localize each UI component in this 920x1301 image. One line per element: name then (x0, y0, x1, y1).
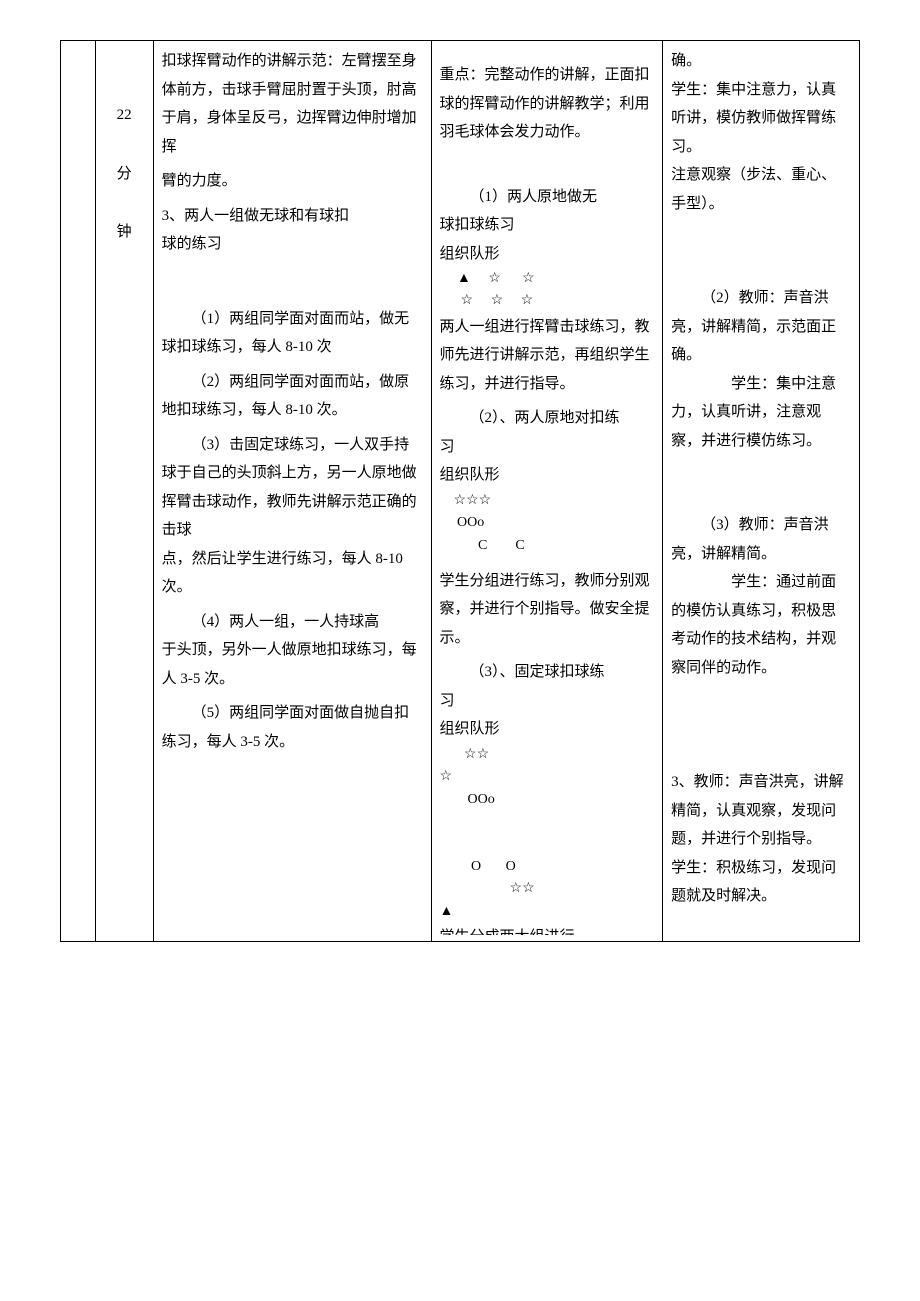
d-p4cut: 学生分成两大组进行 (440, 923, 655, 935)
c-p1b: 臂的力度。 (162, 167, 423, 196)
d-h2: （2）、两人原地对扣练 (440, 404, 655, 433)
e-p1: 学生：集中注意力，认真听讲，模仿教师做挥臂练习。 (671, 76, 851, 162)
d-h1: （1）两人原地做无 (440, 183, 655, 212)
e-p4: 3、教师：声音洪亮，讲解精简，认真观察，发现问题，并进行个别指导。 (671, 768, 851, 854)
d-org1: 组织队形 (440, 240, 655, 269)
d-h1b: 球扣球练习 (440, 211, 655, 240)
time-zhong: 钟 (104, 218, 145, 247)
e-p3b: 学生：通过前面的模仿认真练习，积极思考动作的技术结构，并观察同伴的动作。 (671, 568, 851, 682)
c-s1: （1）两组同学面对面而站，做无球扣球练习，每人 8-10 次 (162, 305, 423, 362)
d-h3b: 习 (440, 687, 655, 716)
c-s4: （4）两人一组，一人持球高 (162, 608, 423, 637)
time-22: 22 (104, 101, 145, 130)
d-h2b: 习 (440, 433, 655, 462)
e-p1b: 注意观察（步法、重心、手型）。 (671, 161, 851, 218)
e-p0: 确。 (671, 47, 851, 76)
c-p2b: 球的练习 (162, 230, 423, 259)
blank-col (61, 41, 96, 942)
d-p3: 学生分组进行练习，教师分别观察，并进行个别指导。做安全提示。 (440, 567, 655, 653)
d-p1: 重点：完整动作的讲解，正面扣球的挥臂动作的讲解教学；利用羽毛球体会发力动作。 (440, 61, 655, 147)
e-p3: （3）教师：声音洪亮，讲解精简。 (671, 511, 851, 568)
content-col: 扣球挥臂动作的讲解示范：左臂摆至身体前方，击球手臂屈肘置于头顶，肘高于肩，身体呈… (153, 41, 431, 942)
time-min: 分 (104, 160, 145, 189)
c-s2: （2）两组同学面对面而站，做原地扣球练习，每人 8-10 次。 (162, 368, 423, 425)
c-s5: （5）两组同学面对面做自抛自扣练习，每人 3-5 次。 (162, 699, 423, 756)
d-org2: 组织队形 (440, 461, 655, 490)
diagram-2: ☆☆☆ OOo C C (440, 490, 655, 557)
e-p2b: 学生：集中注意力，认真听讲，注意观察，并进行模仿练习。 (671, 370, 851, 456)
time-col: 22 分 钟 (95, 41, 153, 942)
e-p4b: 学生：积极练习，发现问题就及时解决。 (671, 854, 851, 911)
c-s3: （3）击固定球练习，一人双手持球于自己的头顶斜上方，另一人原地做挥臂击球动作，教… (162, 431, 423, 545)
e-p2: （2）教师：声音洪亮，讲解精简，示范面正确。 (671, 284, 851, 370)
requirements-col: 确。 学生：集中注意力，认真听讲，模仿教师做挥臂练习。 注意观察（步法、重心、手… (663, 41, 860, 942)
c-p1: 扣球挥臂动作的讲解示范：左臂摆至身体前方，击球手臂屈肘置于头顶，肘高于肩，身体呈… (162, 47, 423, 161)
d-h3: （3）、固定球扣球练 (440, 658, 655, 687)
c-p2: 3、两人一组做无球和有球扣 (162, 202, 423, 231)
d-p2: 两人一组进行挥臂击球练习，教师先进行讲解示范，再组织学生练习，并进行指导。 (440, 313, 655, 399)
c-s4b: 于头顶，另外一人做原地扣球练习，每人 3-5 次。 (162, 636, 423, 693)
diagram-3: ☆☆ ☆ OOo O O ☆☆ ▲ (440, 744, 655, 923)
c-s3b: 点，然后让学生进行练习，每人 8-10 次。 (162, 545, 423, 602)
d-org3: 组织队形 (440, 715, 655, 744)
diagram-1: ▲ ☆ ☆ ☆ ☆ ☆ (440, 268, 655, 313)
lesson-plan-table: 22 分 钟 扣球挥臂动作的讲解示范：左臂摆至身体前方，击球手臂屈肘置于头顶，肘… (60, 40, 860, 942)
org-method-col: 重点：完整动作的讲解，正面扣球的挥臂动作的讲解教学；利用羽毛球体会发力动作。 （… (431, 41, 663, 942)
